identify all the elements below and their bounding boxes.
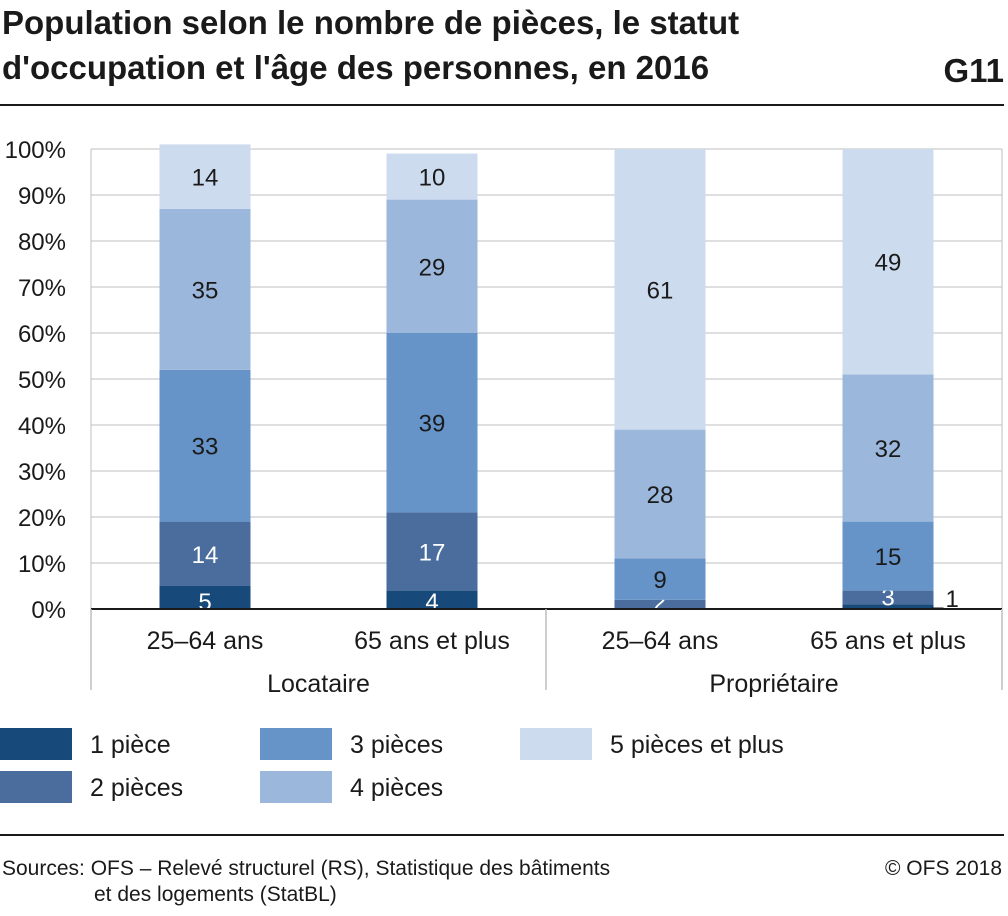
source-line-2: et des logements (StatBL) [94,883,337,906]
bar-segment [614,149,706,430]
data-label: 29 [419,254,446,281]
bar-segment [159,369,251,522]
bar-segment [842,374,934,522]
y-tick-label: 0% [31,597,66,624]
data-label: 14 [192,542,219,569]
y-tick-label: 40% [18,413,66,440]
data-label: 10 [419,165,446,192]
y-tick-label: 80% [18,229,66,256]
y-tick-label: 20% [18,505,66,532]
data-label: 3 [881,584,894,611]
legend-label: 5 pièces et plus [610,731,784,759]
y-tick-label: 60% [18,321,66,348]
bar-segment [386,199,478,333]
bar-segment [386,512,478,591]
bar-segment [842,604,934,609]
data-label: 32 [875,436,902,463]
bottom-rule [0,834,1004,836]
data-label: 61 [647,277,674,304]
data-label: 17 [419,540,446,567]
legend: 1 pièce 3 pièces 5 pièces et plus 2 pièces 4… [0,722,1004,812]
legend-swatch [520,728,592,760]
y-tick-label: 50% [18,367,66,394]
y-tick-label: 100% [5,137,66,164]
stacked-bar-chart: 0%10%20%30%40%50%60%70%80%90%100%5143335… [5,137,1003,698]
bar-segment [159,208,251,370]
bar-segment [614,599,706,609]
data-label: 14 [192,165,219,192]
y-tick-label: 70% [18,275,66,302]
bar-segment [614,429,706,559]
legend-item: 3 pièces [260,726,500,760]
bar-segment [159,521,251,586]
data-label: 15 [875,544,902,571]
x-tick-label: 25–64 ans [147,627,264,655]
data-label: 28 [647,482,674,509]
legend-swatch [0,771,72,803]
y-tick-label: 30% [18,459,66,486]
data-label: 35 [192,277,219,304]
legend-item: 1 pièce [0,726,240,760]
source-note: Sources: OFS – Relevé structurel (RS), S… [2,856,610,908]
legend-label: 3 pièces [350,731,444,759]
bar-segment [842,149,934,375]
data-label: 1 [946,586,959,613]
bar-segment [386,590,478,609]
chart-title: Population selon le nombre de pièces, le… [2,0,902,90]
copyright: © OFS 2018 [884,857,1002,880]
data-label: 9 [653,567,666,594]
data-label: 49 [875,250,902,277]
legend-item: 2 pièces [0,769,240,803]
y-tick-label: 90% [18,183,66,210]
x-tick-label: 65 ans et plus [810,627,966,655]
chart-title-line-2: d'occupation et l'âge des personnes, en … [2,49,710,86]
bar-segment [614,558,706,600]
bar-segment [386,153,478,200]
legend-label: 2 pièces [90,774,184,802]
x-group-label: Locataire [267,670,370,698]
y-tick-label: 10% [18,551,66,578]
data-label: 33 [192,434,219,461]
legend-label: 1 pièce [90,731,171,759]
chart-title-line-1: Population selon le nombre de pièces, le… [2,4,740,41]
legend-item: 5 pièces et plus [520,726,784,760]
bar-segment [159,586,251,609]
legend-label: 4 pièces [350,774,444,802]
bar-segment [386,333,478,513]
bar-segment [842,521,934,591]
data-label: 39 [419,411,446,438]
top-rule [0,104,1004,106]
data-label: 4 [425,589,438,616]
bar-segment [842,590,934,605]
bar-segment [159,144,251,209]
legend-swatch [0,728,72,760]
x-group-label: Propriétaire [709,670,838,698]
legend-swatch [260,771,332,803]
legend-swatch [260,728,332,760]
data-label: 5 [198,589,211,616]
x-tick-label: 25–64 ans [602,627,719,655]
legend-item: 4 pièces [260,769,500,803]
x-tick-label: 65 ans et plus [354,627,510,655]
figure-id: G11 [943,52,1004,89]
source-line-1: Sources: OFS – Relevé structurel (RS), S… [2,857,611,880]
